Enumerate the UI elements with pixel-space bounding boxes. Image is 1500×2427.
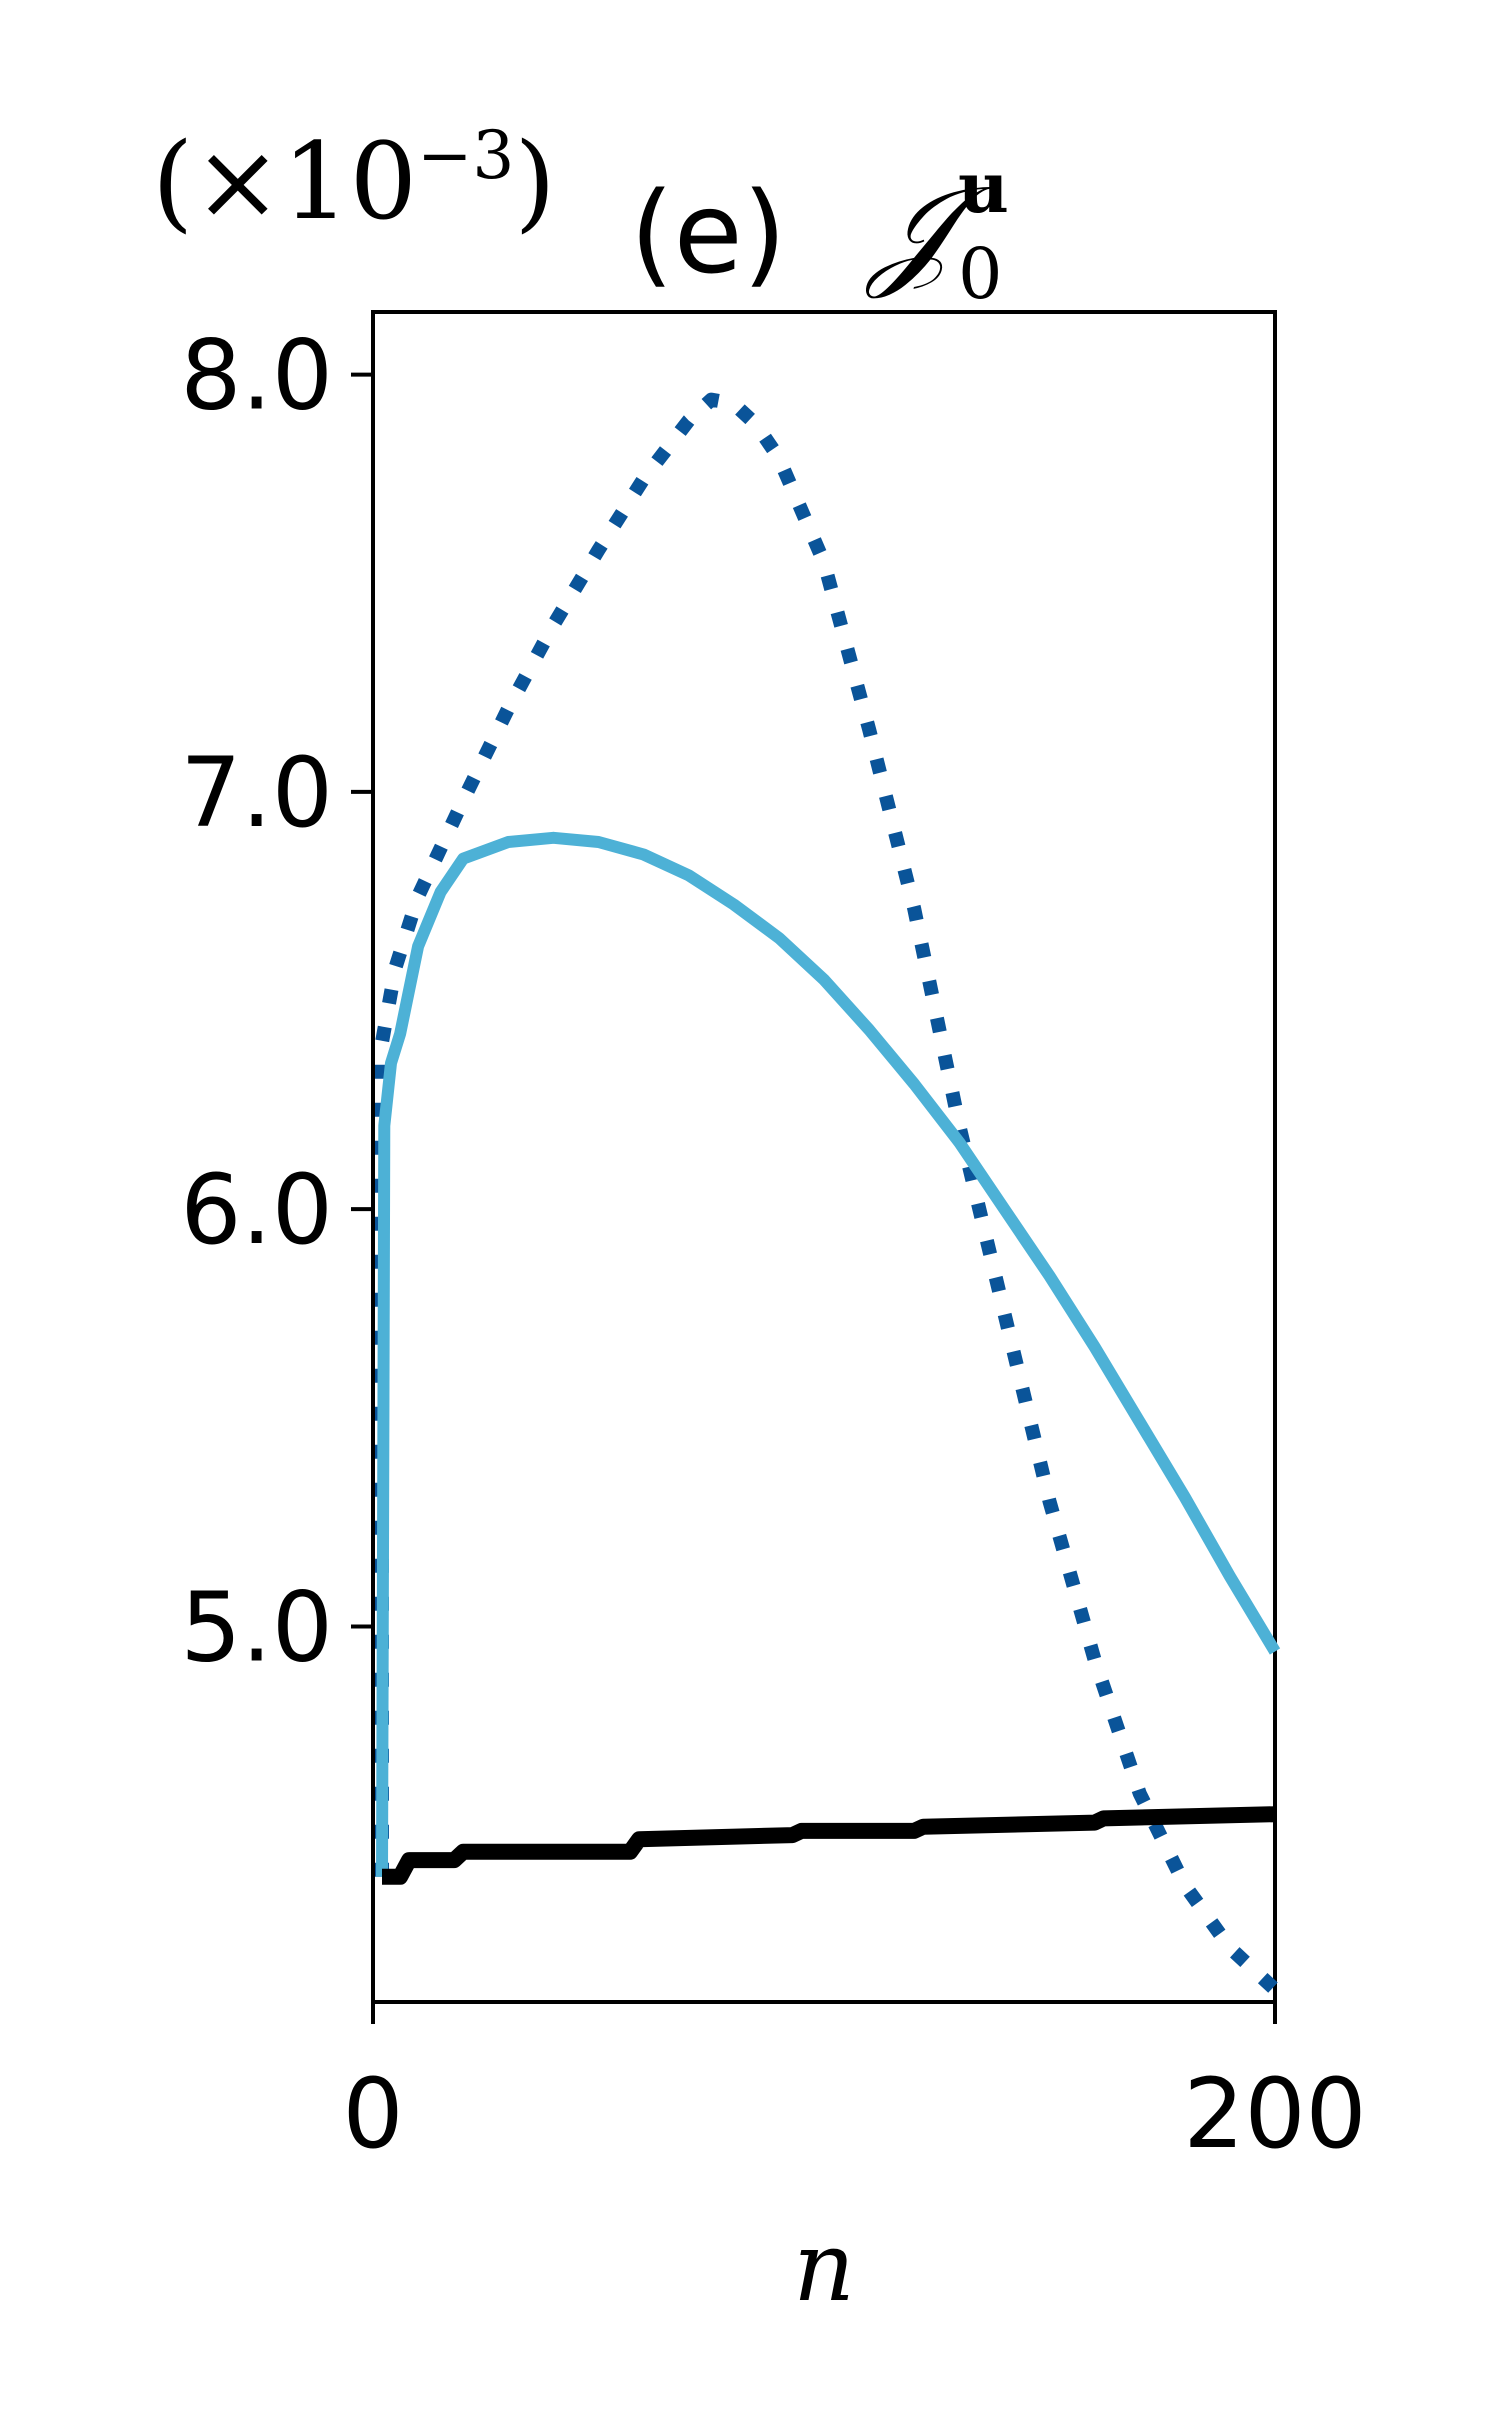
chart-title-subscript: 0 <box>958 233 1003 315</box>
y-axis: 5.0 6.0 7.0 8.0 <box>180 320 373 1683</box>
series-layer <box>375 392 1281 1995</box>
x-axis: 0 200 <box>342 2002 1367 2170</box>
scale-label: (×10−3) <box>152 117 556 243</box>
x-tick-label: 0 <box>342 2058 403 2170</box>
chart-title-superscript: u <box>958 146 1009 229</box>
y-tick-label: 8.0 <box>180 320 333 432</box>
series-line-1 <box>375 392 1280 1995</box>
x-axis-label: n <box>793 2211 855 2323</box>
y-tick-label: 5.0 <box>180 1571 333 1683</box>
plot-frame <box>371 310 1277 2004</box>
series-line-2 <box>376 831 1281 1877</box>
series-line-3 <box>382 1806 1276 1885</box>
y-tick-label: 7.0 <box>180 737 333 849</box>
y-tick-label: 6.0 <box>180 1154 333 1266</box>
chart-title: (e) <box>630 169 786 299</box>
x-tick-label: 200 <box>1183 2058 1366 2170</box>
